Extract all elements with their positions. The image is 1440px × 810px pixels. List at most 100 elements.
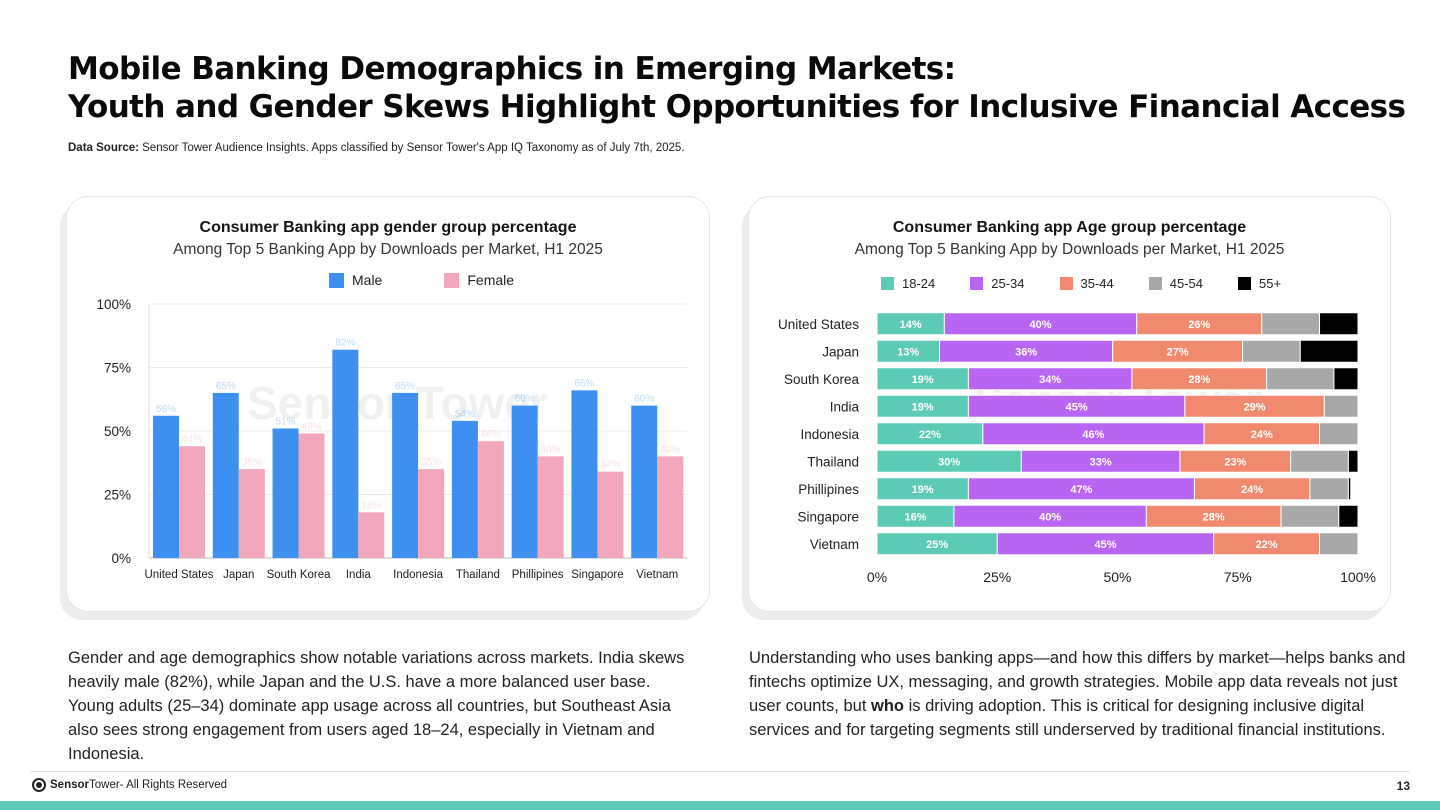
bar-data-label: 60% (515, 394, 535, 405)
bar-data-label: 35% (242, 457, 262, 468)
bar-female (657, 456, 684, 558)
legend-swatch (1059, 277, 1073, 290)
summary-right-part-1: Understanding who uses banking apps—and … (749, 649, 1406, 715)
legend-swatch (970, 277, 984, 290)
segment-55+ (1319, 312, 1359, 336)
bar-data-label: 40% (660, 444, 680, 455)
segment-45-54 (1290, 449, 1349, 473)
segment-data-label: 24% (1251, 429, 1273, 441)
bar-data-label: 82% (335, 338, 355, 349)
y-tick-label: 100% (96, 297, 131, 312)
y-tick-label: 50% (104, 424, 131, 439)
legend-item-age: 18-24 (881, 276, 935, 291)
bar-data-label: 54% (455, 409, 475, 420)
x-tick-label: Singapore (571, 569, 623, 581)
x-tick-label: 100% (1340, 569, 1376, 585)
x-tick-label: Phillipines (512, 569, 564, 581)
age-legend: 18-24 25-34 35-44 45-54 55+ (881, 276, 1316, 291)
bar-data-label: 18% (361, 500, 381, 511)
segment-data-label: 19% (912, 374, 934, 386)
footer: Sensor Tower - All Rights Reserved (32, 778, 227, 792)
segment-data-label: 45% (1094, 539, 1116, 551)
age-chart-card: Consumer Banking app Age group percentag… (748, 196, 1391, 612)
y-tick-label: South Korea (784, 372, 860, 387)
segment-data-label: 30% (938, 456, 960, 468)
bar-data-label: 34% (600, 460, 620, 471)
bar-female (298, 433, 325, 558)
source-text: Sensor Tower Audience Insights. Apps cla… (142, 142, 685, 154)
page-title: Mobile Banking Demographics in Emerging … (68, 50, 1406, 126)
y-tick-label: Singapore (797, 509, 859, 524)
bar-male (212, 392, 239, 558)
bar-male (272, 428, 299, 558)
legend-label: 18-24 (902, 276, 936, 291)
segment-45-54 (1323, 394, 1359, 418)
title-line-2: Youth and Gender Skews Highlight Opportu… (68, 89, 1406, 125)
data-source-note: Data Source: Sensor Tower Audience Insig… (68, 142, 685, 154)
legend-swatch-male (329, 272, 344, 288)
summary-right: Understanding who uses banking apps—and … (749, 646, 1409, 742)
segment-55+ (1333, 367, 1359, 391)
segment-data-label: 40% (1039, 511, 1061, 523)
y-tick-label: Thailand (807, 454, 859, 469)
legend-label: 25-34 (991, 276, 1025, 291)
y-tick-label: 0% (111, 551, 131, 566)
bar-female (477, 441, 504, 558)
footer-rights: - All Rights Reserved (119, 779, 228, 791)
segment-55+ (1347, 477, 1352, 501)
segment-45-54 (1280, 504, 1340, 528)
bar-data-label: 46% (481, 429, 501, 440)
bar-male (332, 349, 359, 558)
gender-legend: Male Female (329, 272, 514, 288)
sensortower-logo-icon (32, 778, 46, 792)
summary-right-part-2: is driving adoption. This is critical fo… (749, 697, 1386, 739)
bar-male (511, 405, 538, 558)
legend-item-female: Female (444, 272, 514, 288)
bar-female (358, 512, 385, 558)
bar-data-label: 66% (574, 378, 594, 389)
x-tick-label: 25% (983, 569, 1011, 585)
legend-item-male: Male (329, 272, 382, 288)
segment-45-54 (1319, 422, 1359, 446)
x-tick-label: 0% (867, 569, 887, 585)
segment-data-label: 45% (1066, 401, 1088, 413)
y-tick-label: Phillipines (798, 482, 859, 497)
segment-data-label: 23% (1224, 456, 1246, 468)
segment-data-label: 26% (1188, 319, 1210, 331)
segment-45-54 (1261, 312, 1321, 336)
segment-data-label: 22% (1256, 539, 1278, 551)
segment-data-label: 46% (1082, 429, 1104, 441)
gender-chart-title: Consumer Banking app gender group percen… (199, 219, 577, 236)
bar-male (153, 415, 179, 558)
legend-label: 35-44 (1080, 276, 1114, 291)
segment-data-label: 28% (1188, 374, 1210, 386)
age-chart-subtitle: Among Top 5 Banking App by Downloads per… (854, 241, 1285, 258)
bar-female (537, 456, 564, 558)
gender-bar-chart: Sensor Tower0%25%50%75%100%56%44%United … (96, 297, 687, 581)
bar-female (597, 471, 624, 558)
segment-data-label: 40% (1030, 319, 1052, 331)
legend-item-age: 25-34 (970, 276, 1025, 291)
x-tick-label: United States (144, 569, 213, 581)
title-line-1: Mobile Banking Demographics in Emerging … (68, 51, 956, 87)
bar-data-label: 40% (541, 444, 561, 455)
segment-55+ (1299, 339, 1359, 363)
segment-data-label: 47% (1070, 484, 1092, 496)
segment-45-54 (1266, 367, 1335, 391)
bar-data-label: 56% (156, 404, 176, 415)
x-tick-label: South Korea (267, 569, 332, 581)
footer-divider (30, 771, 1410, 772)
legend-swatch (881, 277, 894, 290)
legend-label-male: Male (352, 272, 383, 288)
y-tick-label: Vietnam (810, 537, 859, 552)
y-tick-label: India (830, 399, 860, 414)
segment-data-label: 34% (1039, 374, 1061, 386)
segment-data-label: 19% (912, 401, 934, 413)
source-label: Data Source: (68, 142, 139, 154)
bar-male (392, 392, 419, 558)
footer-brand-tower: Tower (89, 779, 120, 791)
segment-55+ (1338, 504, 1359, 528)
segment-data-label: 22% (919, 429, 941, 441)
segment-45-54 (1309, 477, 1349, 501)
bar-male (451, 420, 478, 558)
